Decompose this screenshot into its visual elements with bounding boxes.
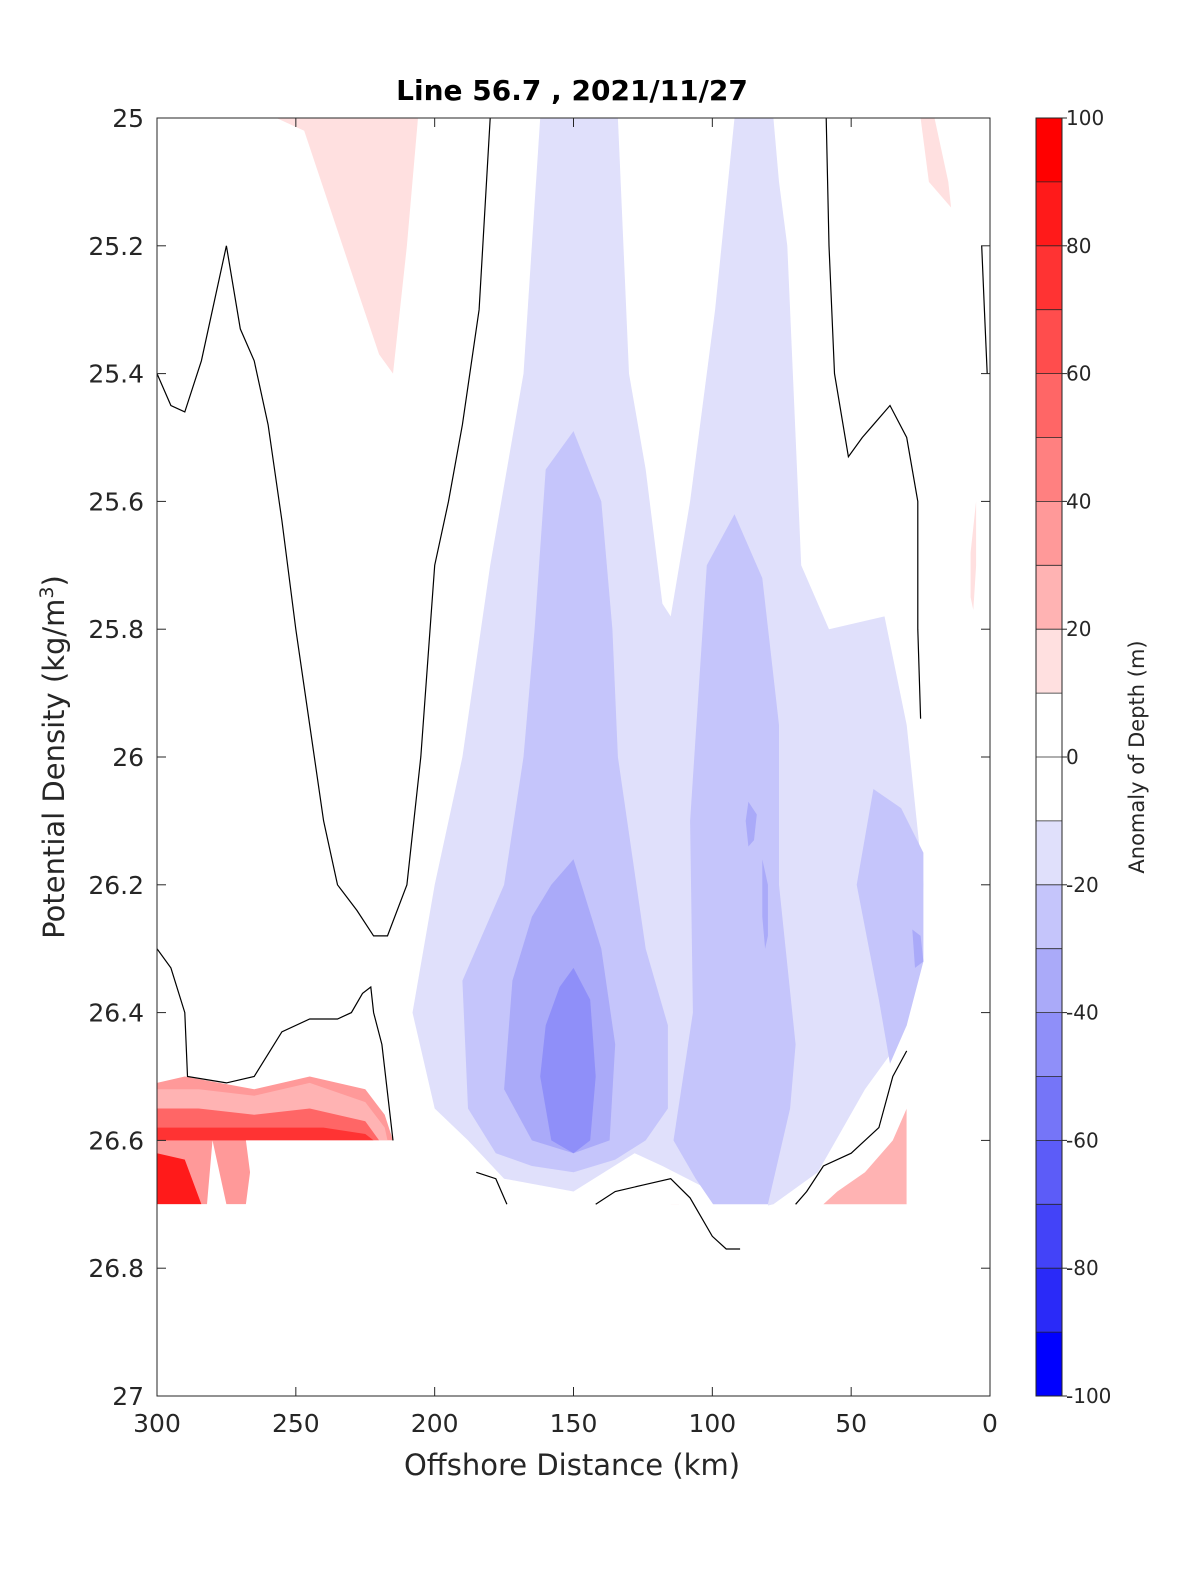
colorbar-swatch xyxy=(1036,501,1062,566)
y-axis-label-close: ) xyxy=(37,575,71,586)
contour-region-neg-40-west xyxy=(540,967,596,1154)
y-tick-label: 25.2 xyxy=(88,232,144,261)
x-tick-label: 250 xyxy=(272,1409,320,1438)
colorbar-swatch xyxy=(1036,373,1062,438)
contour-region-neg-30-east-a xyxy=(745,801,757,847)
colorbar-swatch xyxy=(1036,1204,1062,1269)
contour-line-zero-5 xyxy=(476,1171,508,1205)
contour-line-zero-0 xyxy=(157,118,491,937)
contour-line-zero-1 xyxy=(825,118,922,719)
zero-contour-lines xyxy=(157,118,988,1250)
contour-line-zero-4 xyxy=(795,1050,908,1205)
colorbar-swatch xyxy=(1036,181,1062,246)
colorbar-swatch xyxy=(1036,1332,1062,1396)
contour-region-neg-30-east-b xyxy=(762,859,768,949)
x-tick-label: 0 xyxy=(982,1409,998,1438)
colorbar-tick-label: -40 xyxy=(1066,1001,1099,1025)
contour-line-zero-2 xyxy=(981,245,988,374)
colorbar-swatch xyxy=(1036,1012,1062,1077)
colorbar-swatch xyxy=(1036,565,1062,630)
y-tick-label: 26.4 xyxy=(88,999,144,1028)
contour-line-zero-3 xyxy=(157,948,394,1141)
x-axis: 300 250 200 150 100 50 0 xyxy=(133,118,998,1438)
colorbar-swatch xyxy=(1036,1140,1062,1205)
contour-region-neg-20-southeast xyxy=(856,789,924,1064)
y-tick-label: 26 xyxy=(112,743,144,772)
colorbar-tick-label: -20 xyxy=(1066,873,1099,897)
x-tick-label: 100 xyxy=(688,1409,736,1438)
colorbar-tick-label: 60 xyxy=(1066,362,1091,386)
y-tick-label: 25.4 xyxy=(88,360,144,389)
colorbar: 100 80 60 40 20 0 -20 -40 -60 -80 -100 xyxy=(1035,106,1111,1408)
contour-region-neg-30-southeast xyxy=(912,929,924,968)
contour-line-zero-6 xyxy=(595,1178,741,1250)
contour-region-pos-red-bottomright xyxy=(823,1108,907,1205)
colorbar-tick-label: 80 xyxy=(1066,234,1091,258)
no-data-mask-0 xyxy=(157,1140,990,1396)
x-tick-label: 200 xyxy=(411,1409,459,1438)
y-tick-label: 26.8 xyxy=(88,1254,144,1283)
colorbar-swatch xyxy=(1036,884,1062,949)
colorbar-swatch xyxy=(1036,437,1062,502)
contour-region-pos-10-right-sliver xyxy=(970,501,977,610)
no-data-mask-1 xyxy=(906,808,990,1205)
contour-region-pos-10-top xyxy=(276,118,418,374)
colorbar-swatch xyxy=(1036,629,1062,694)
colorbar-swatch xyxy=(1036,948,1062,1013)
contour-region-pos-10-topright xyxy=(920,118,952,208)
x-axis-label: Offshore Distance (km) xyxy=(404,1448,740,1482)
colorbar-tick-label: 20 xyxy=(1066,617,1091,641)
contour-region-red-core-3 xyxy=(157,1140,202,1205)
y-tick-label: 26.2 xyxy=(88,871,144,900)
colorbar-tick-label: 0 xyxy=(1066,745,1079,769)
colorbar-tick-label: 100 xyxy=(1066,106,1104,130)
colorbar-tick-label: 40 xyxy=(1066,489,1091,513)
colorbar-swatch xyxy=(1036,1076,1062,1141)
contour-region-neg-20-east xyxy=(673,514,796,1224)
colorbar-label: Anomaly of Depth (m) xyxy=(1125,640,1149,873)
y-tick-label: 25.8 xyxy=(88,615,144,644)
x-tick-label: 50 xyxy=(835,1409,867,1438)
chart-title: Line 56.7 , 2021/11/27 xyxy=(396,74,748,107)
x-tick-label: 150 xyxy=(550,1409,598,1438)
y-axis: 25 25.2 25.4 25.6 25.8 26 26.2 26.4 26.6 26.8 27 xyxy=(88,104,990,1411)
colorbar-swatch xyxy=(1036,1268,1062,1333)
colorbar-swatch xyxy=(1036,245,1062,310)
contour-fills xyxy=(157,118,990,1396)
colorbar-tick-label: -100 xyxy=(1066,1384,1111,1408)
y-axis-label-main: Potential Density (kg/m xyxy=(37,599,71,939)
colorbar-swatch xyxy=(1036,309,1062,374)
colorbar-swatch xyxy=(1036,820,1062,885)
y-tick-label: 27 xyxy=(112,1382,144,1411)
y-tick-label: 25.6 xyxy=(88,487,144,516)
y-axis-label-superscript: 3 xyxy=(36,586,58,598)
x-tick-label: 300 xyxy=(133,1409,181,1438)
y-tick-label: 25 xyxy=(112,104,144,133)
colorbar-swatch xyxy=(1036,118,1062,182)
y-axis-label: Potential Density (kg/m3) xyxy=(36,575,71,939)
colorbar-tick-label: -60 xyxy=(1066,1128,1099,1152)
contour-region-red-core-2 xyxy=(157,1127,374,1141)
y-tick-label: 26.6 xyxy=(88,1126,144,1155)
colorbar-tick-label: -80 xyxy=(1066,1256,1099,1280)
